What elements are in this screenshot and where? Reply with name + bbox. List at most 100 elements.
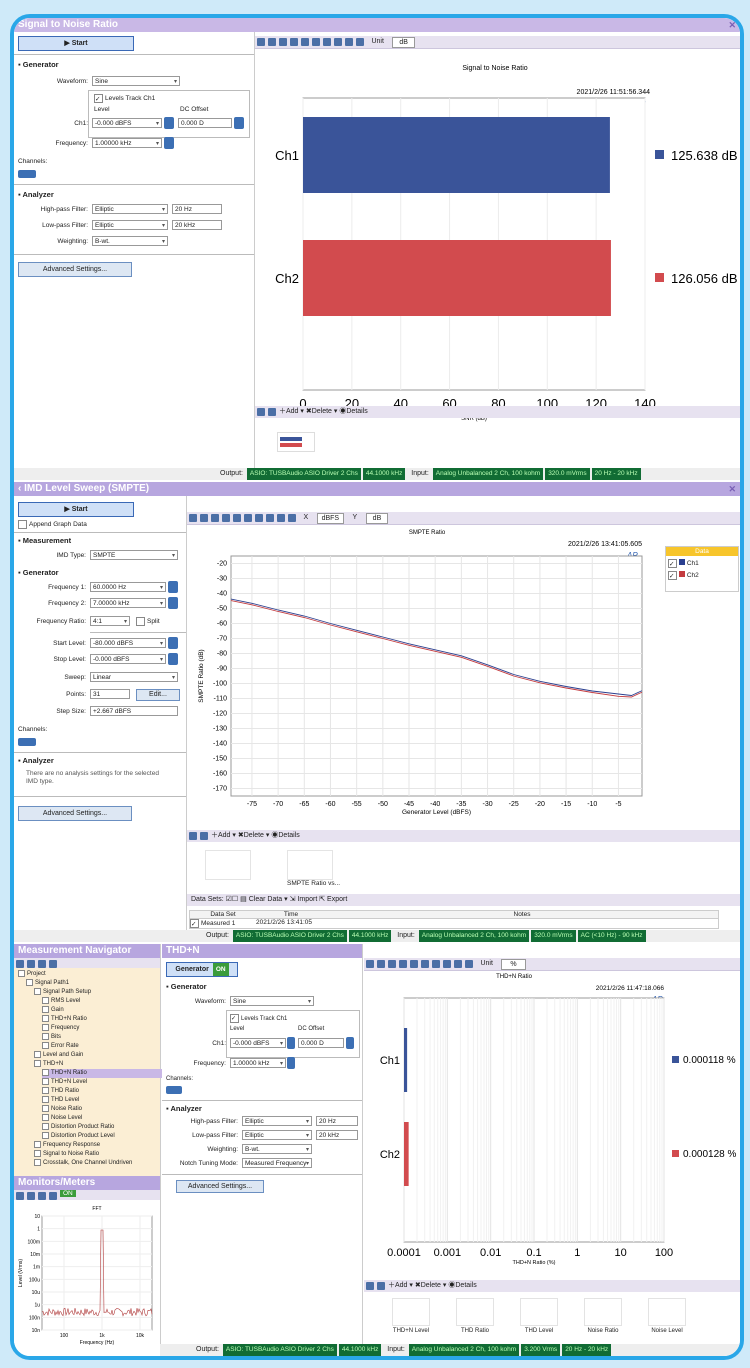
clear-data-button[interactable]: ▤ Clear Data ▾ [240,896,288,903]
print-icon[interactable] [279,38,287,46]
play-icon[interactable] [16,960,24,968]
navigator-item[interactable]: THD Level [42,1096,79,1105]
table-icon[interactable] [323,38,331,46]
y-unit-select[interactable]: dB [365,513,389,524]
details-button[interactable]: ◉Details [448,1282,477,1289]
zoom-icon[interactable] [399,960,407,968]
navigator-item[interactable]: THD+N Level [42,1078,87,1087]
highpass-input[interactable]: 20 Hz [172,204,222,214]
ch1-level-stepper[interactable] [164,117,174,129]
uncheck-all-icon[interactable]: ☐ [231,896,239,903]
ch1-level-input[interactable]: -0.000 dBFS [230,1038,286,1049]
frequency1-stepper[interactable] [168,581,178,593]
waveform-select[interactable]: Sine [230,996,314,1007]
stop-level-input[interactable]: -0.000 dBFS [90,654,166,665]
start-button[interactable]: ▶ Start [18,502,134,517]
lowpass-input[interactable]: 20 kHz [316,1130,358,1140]
output-device[interactable]: ASIO: TUSBAudio ASIO Driver 2 Chs [246,468,361,480]
input-bandwidth[interactable]: AC (<10 Hz) - 90 kHz [577,930,646,942]
delete-button[interactable]: ✖Delete ▾ [414,1282,447,1289]
navigator-item[interactable]: THD Ratio [42,1087,79,1096]
navigator-item[interactable]: Frequency [42,1024,79,1033]
copy-icon[interactable] [200,514,208,522]
navigator-item[interactable]: Signal to Noise Ratio [34,1150,99,1159]
zoom-icon[interactable] [290,38,298,46]
navigator-item[interactable]: Distortion Product Ratio [42,1123,114,1132]
import-button[interactable]: ⇲ Import [289,896,318,903]
input-level[interactable]: 320.0 mVrms [545,468,590,480]
cursor-icon[interactable] [345,38,353,46]
copy-icon[interactable] [377,960,385,968]
imd-type-select[interactable]: SMPTE [90,550,178,561]
close-icon[interactable]: ✕ [728,484,736,494]
save-icon[interactable] [257,38,265,46]
graph-thumbnail[interactable]: Noise Ratio [576,1298,630,1342]
gear-icon[interactable] [288,514,296,522]
navigator-item[interactable]: Distortion Product Level [42,1132,115,1141]
highpass-input[interactable]: 20 Hz [316,1116,358,1126]
input-device[interactable]: Analog Unbalanced 2 Ch, 100 kohm [432,468,544,480]
channels-icon[interactable] [18,170,36,178]
last-icon[interactable] [377,1282,385,1290]
legend-ch2[interactable]: ✓ Ch2 [668,571,699,580]
navigator-item[interactable]: Project [18,970,46,979]
frequency-input[interactable]: 1.00000 kHz [230,1058,286,1069]
ch1-dc-input[interactable]: 0.000 D [298,1038,344,1048]
fft-icon[interactable] [27,1192,35,1200]
frequency2-stepper[interactable] [168,597,178,609]
cursor-icon[interactable] [277,514,285,522]
frequency-stepper[interactable] [164,137,174,149]
start-level-input[interactable]: -80.000 dBFS [90,638,166,649]
output-device[interactable]: ASIO: TUSBAudio ASIO Driver 2 Chs [222,1344,337,1356]
start-button[interactable]: ▶ Start [18,36,134,51]
ch1-dc-input[interactable]: 0.000 D [178,118,232,128]
add-button[interactable]: ＋Add ▾ [210,832,236,839]
weighting-select[interactable]: B-wt. [242,1144,312,1155]
first-icon[interactable] [189,832,197,840]
unit-select[interactable]: dB [392,37,415,48]
start-level-stepper[interactable] [168,637,178,649]
zoom-icon[interactable] [222,514,230,522]
meter-icon[interactable] [16,1192,24,1200]
navigator-item[interactable]: THD+N [34,1060,63,1069]
check-all-icon[interactable]: ☑ [225,896,232,903]
navigator-item[interactable]: Noise Ratio [42,1105,82,1114]
lowpass-select[interactable]: Elliptic [242,1130,312,1141]
navigator-item[interactable]: Level and Gain [34,1051,83,1060]
save-icon[interactable] [189,514,197,522]
collapse-icon[interactable]: ‹ [18,483,25,494]
input-device[interactable]: Analog Unbalanced 2 Ch, 100 kohm [408,1344,520,1356]
last-icon[interactable] [268,408,276,416]
fit-icon[interactable] [421,960,429,968]
save-icon[interactable] [38,960,46,968]
graph-thumbnail[interactable] [205,850,251,880]
pan-icon[interactable] [301,38,309,46]
add-button[interactable]: ＋Add ▾ [387,1282,413,1289]
graph-thumbnail[interactable]: THD+N Level [384,1298,438,1342]
navigator-item[interactable]: Noise Level [42,1114,82,1123]
stop-level-stepper[interactable] [168,653,178,665]
legend-ch1[interactable]: ✓ Ch1 [668,559,699,568]
input-bandwidth[interactable]: 20 Hz - 20 kHz [562,1344,612,1356]
first-icon[interactable] [257,408,265,416]
legend-icon[interactable] [443,960,451,968]
generator-toggle-button[interactable]: Generator ON [166,962,238,977]
last-icon[interactable] [200,832,208,840]
advanced-settings-button[interactable]: Advanced Settings... [18,806,132,821]
print-icon[interactable] [211,514,219,522]
scope-icon[interactable] [38,1192,46,1200]
delete-button[interactable]: ✖Delete ▾ [237,832,270,839]
frequency-input[interactable]: 1.00000 kHz [92,138,162,149]
table-row[interactable]: ✓ Measured 1 2021/2/26 13:41:05 [190,919,718,928]
fit-icon[interactable] [244,514,252,522]
table-icon[interactable] [432,960,440,968]
edit-button[interactable]: Edit... [136,689,180,701]
copy-icon[interactable] [268,38,276,46]
append-graph-checkbox[interactable]: Append Graph Data [18,520,87,529]
graph-thumbnail[interactable]: Noise Level [640,1298,694,1342]
folder-icon[interactable] [27,960,35,968]
lowpass-input[interactable]: 20 kHz [172,220,222,230]
levels-track-checkbox[interactable]: ✓ Levels Track Ch1 [230,1014,288,1023]
unit-select[interactable]: % [501,959,526,970]
advanced-settings-button[interactable]: Advanced Settings... [18,262,132,277]
